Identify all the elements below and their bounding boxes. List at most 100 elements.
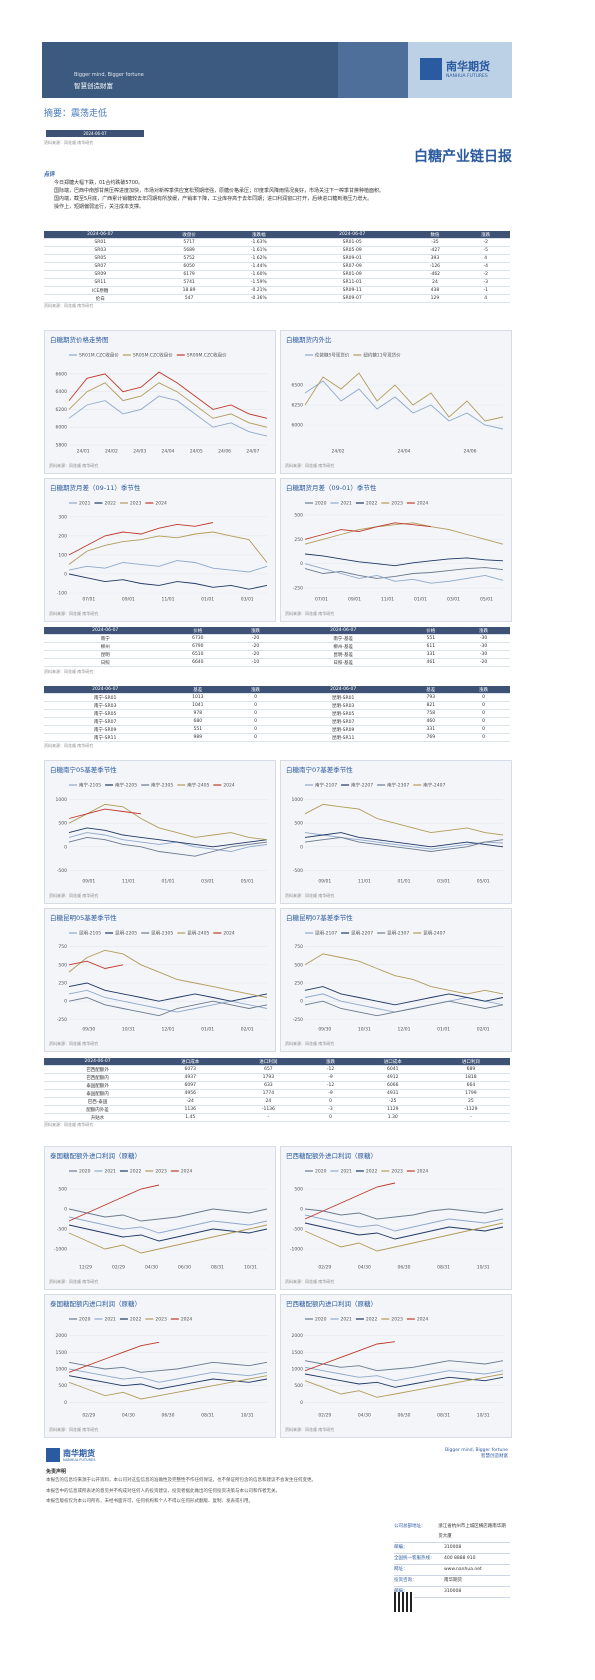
table-cell: 0 <box>229 717 282 726</box>
table-row: 南宁-SR09 551 0 昆明-SR09 331 0 <box>44 725 510 734</box>
header-band <box>338 42 408 98</box>
disclaimer: 本报告的信息均来源于公开资料，本公司对这些信息的准确性及完整性不作任何保证，也不… <box>46 1477 386 1509</box>
contact-value: 浙江省杭州市上城区横店路南华期货大厦 <box>438 1524 506 1539</box>
header-cell: 进口成本 <box>151 1058 230 1066</box>
table-cell: 4937 <box>151 1073 230 1082</box>
table-cell: 4 <box>461 254 510 263</box>
x-tick-label: 01/01 <box>398 879 411 885</box>
table-cell: 昆明 <box>44 650 167 659</box>
contact-label: 邮编： <box>394 1587 444 1597</box>
y-tick-label: 6000 <box>56 425 68 431</box>
table-cell: 689 <box>431 1065 510 1074</box>
table-cell: 978 <box>166 709 230 718</box>
table-cell: SR09-07 <box>295 294 409 303</box>
table-row: ICE原糖 18.89 -0.21% SR09-11 438 -1 <box>44 286 510 295</box>
legend-label: 南宁-2107 <box>315 782 337 789</box>
chart-panel: 巴西糖配额内进口利润（原糖） 2020 2021 2022 2023 2024 0 500 10… <box>280 1294 512 1438</box>
header-cell: 2024-06-07 <box>281 686 405 694</box>
header-cell: 涨跌 <box>229 627 282 635</box>
table-cell: ICE原糖 <box>44 286 157 295</box>
table-cell: SR11-01 <box>295 278 409 287</box>
table-cell: -1.61% <box>221 246 296 255</box>
table-cell: 南宁-SR11 <box>44 733 167 742</box>
table-cell: SR01-09 <box>295 270 409 279</box>
x-tick-label: 02/01 <box>241 1027 254 1033</box>
table-cell: 5752 <box>156 254 222 263</box>
y-tick-label: -250 <box>293 586 303 592</box>
chart: 伦敦糖5号现货价 纽约糖11号现货价 6000 6250 6500 24/02 24/04 2… <box>292 352 504 455</box>
table-cell: 25 <box>431 1097 510 1106</box>
table-cell: 821 <box>404 701 458 710</box>
contact-row: 投资咨询： 南华期货 <box>394 1576 510 1587</box>
table-header: 2024-06-07 收盘价 涨跌幅 2024-06-07 数值 涨跌 <box>44 231 510 239</box>
y-tick-label: 200 <box>58 533 67 539</box>
table-cell: SR07-09 <box>295 262 409 271</box>
table-cell: 0 <box>229 709 282 718</box>
series-line <box>304 567 504 579</box>
table-cell: 664 <box>431 1081 510 1090</box>
series-line <box>304 1000 504 1017</box>
chart-title: 白糖期货内外比 <box>286 336 332 344</box>
legend-label: SR09M.CZC收盘价 <box>187 352 227 359</box>
table-cell: 6510 <box>166 650 230 659</box>
table-header: 2024-06-07 价格 涨跌 2024-06-07 价格 涨跌 <box>44 627 510 635</box>
legend-label: 纽约糖11号现货价 <box>363 352 401 359</box>
table-cell: 1013 <box>166 693 230 702</box>
y-tick-label: 0 <box>300 1207 303 1213</box>
legend-label: 2020 <box>315 501 327 507</box>
series-line <box>68 573 268 590</box>
legend-label: 2022 <box>130 1317 142 1323</box>
series-line <box>304 522 504 545</box>
chart-panel: 白糖期货月差（09-11）季节性 2021 2022 2023 2024 -100 0 100… <box>44 478 276 622</box>
table-row: SR05 5752 -1.62% SR09-01 393 4 <box>44 254 510 263</box>
y-tick-label: 0 <box>300 561 303 567</box>
y-tick-label: 1000 <box>56 797 68 803</box>
table-cell: -0.36% <box>221 294 296 303</box>
header-cell: 进口利润 <box>229 1058 308 1066</box>
series-line <box>68 560 268 573</box>
x-tick-label: 10/31 <box>358 1027 371 1033</box>
table-cell: 昆明-SR01 <box>281 693 405 702</box>
x-tick-label: 04/30 <box>358 1265 371 1271</box>
commentary-paragraph: 国内端，截至5月底，广西累计销糖较去年同期有所放缓，产销率下降，工业库存高于去年… <box>54 196 373 202</box>
y-tick-label: 0 <box>64 999 67 1005</box>
table-cell: -25 <box>353 1097 432 1106</box>
table-cell: 4 <box>461 294 510 303</box>
contact-row: 公司总部地址： 浙江省杭州市上城区横店路南华期货大厦 <box>394 1522 510 1543</box>
series-line <box>304 563 504 584</box>
chart-panel: 白糖南宁05基差季节性 南宁-2105 南宁-2205 南宁-2305 南宁-2405 2… <box>44 760 276 904</box>
chart: 2021 2022 2023 2024 -100 0 100 200 300 07/01 09/01… <box>57 501 268 603</box>
table-cell: 331 <box>404 650 458 659</box>
table-header: 2024-06-07 基差 涨跌 2024-06-07 基差 涨跌 <box>44 686 510 694</box>
chart-title: 白糖南宁07基差季节性 <box>286 766 353 774</box>
table-cell: -12 <box>307 1065 354 1074</box>
commentary-heading: 点评 <box>44 172 56 178</box>
footer-logo-mark <box>46 1448 60 1462</box>
legend-label: 南宁-2407 <box>423 782 445 789</box>
y-tick-label: -1000 <box>54 1247 67 1253</box>
table-cell: -20 <box>229 650 282 659</box>
legend-label: 2024 <box>181 1317 193 1323</box>
chart-panel: 泰国糖配额外进口利润（原糖） 2020 2021 2022 2023 2024 -1000 -… <box>44 1146 276 1290</box>
table-cell: -1.44% <box>221 262 296 271</box>
table-cell: 6097 <box>151 1081 230 1090</box>
table-cell: 南宁-SR03 <box>44 701 167 710</box>
table-cell: 0 <box>457 693 510 702</box>
slogan-cn: 智慧创造财富 <box>74 82 113 90</box>
table-cell: 989 <box>166 733 230 742</box>
x-tick-label: 09/30 <box>82 1027 95 1033</box>
x-tick-label: 03/01 <box>447 597 460 603</box>
table-cell: SR09-01 <box>295 254 409 263</box>
table-cell: -30 <box>457 650 510 659</box>
header-cell: 涨跌 <box>461 231 510 239</box>
disclaimer-paragraph: 本报告版权仅为本公司所有，未经书面许可，任何机构和个人不得以任何形式翻版、复制、… <box>46 1499 253 1504</box>
legend-label: 昆明-2407 <box>423 931 445 937</box>
x-tick-label: 06/30 <box>398 1413 411 1419</box>
series-line <box>304 1182 396 1220</box>
series-line <box>68 836 268 857</box>
table-cell: 1.45 <box>151 1113 230 1122</box>
source-note: 资料来源：同花顺 南华研究 <box>285 1427 335 1432</box>
legend-label: 2023 <box>391 1317 403 1323</box>
x-tick-label: 08/31 <box>437 1265 450 1271</box>
